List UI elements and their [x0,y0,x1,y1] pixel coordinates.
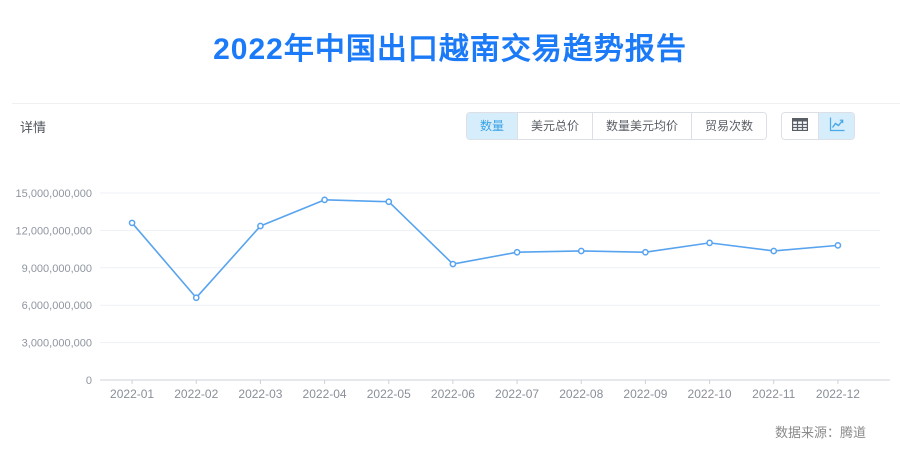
svg-text:2022-02: 2022-02 [174,387,218,401]
view-toggle-group [781,112,855,140]
header-divider [12,103,900,104]
svg-text:3,000,000,000: 3,000,000,000 [22,338,92,350]
line-chart-icon [829,117,845,135]
svg-text:2022-04: 2022-04 [303,387,347,401]
toolbar: 详情 数量 美元总价 数量美元均价 贸易次数 [20,112,855,140]
svg-text:2022-12: 2022-12 [816,387,860,401]
svg-text:2022-11: 2022-11 [752,387,795,401]
svg-text:0: 0 [86,375,92,387]
table-view-button[interactable] [782,113,818,139]
tab-usd-total-price[interactable]: 美元总价 [516,113,592,139]
svg-text:2022-09: 2022-09 [623,387,667,401]
data-source-note: 数据来源：腾道 [774,425,866,440]
svg-text:2022-03: 2022-03 [238,387,282,401]
tab-trade-count[interactable]: 贸易次数 [690,113,766,139]
svg-text:2022-05: 2022-05 [367,387,411,401]
metric-tab-group: 数量 美元总价 数量美元均价 贸易次数 [465,112,767,140]
svg-text:12,000,000,000: 12,000,000,000 [16,225,92,237]
svg-text:6,000,000,000: 6,000,000,000 [22,300,92,312]
svg-text:2022-01: 2022-01 [110,387,154,401]
table-icon [791,117,809,134]
tab-quantity-usd-avg-price[interactable]: 数量美元均价 [591,113,691,139]
svg-text:15,000,000,000: 15,000,000,000 [16,188,92,200]
svg-text:2022-06: 2022-06 [431,387,475,401]
tab-quantity[interactable]: 数量 [466,113,517,139]
line-chart-view-button[interactable] [818,113,854,139]
svg-text:2022-08: 2022-08 [559,387,603,401]
trend-line-chart: 0 3,000,000,000 6,000,000,000 9,000,000,000… [0,173,900,413]
svg-text:9,000,000,000: 9,000,000,000 [22,263,92,275]
toolbar-right: 数量 美元总价 数量美元均价 贸易次数 [465,112,855,140]
page-title: 2022年中国出口越南交易趋势报告 [213,33,687,66]
section-label: 详情 [20,119,47,135]
svg-text:2022-07: 2022-07 [495,387,539,401]
svg-text:2022-10: 2022-10 [688,387,732,401]
